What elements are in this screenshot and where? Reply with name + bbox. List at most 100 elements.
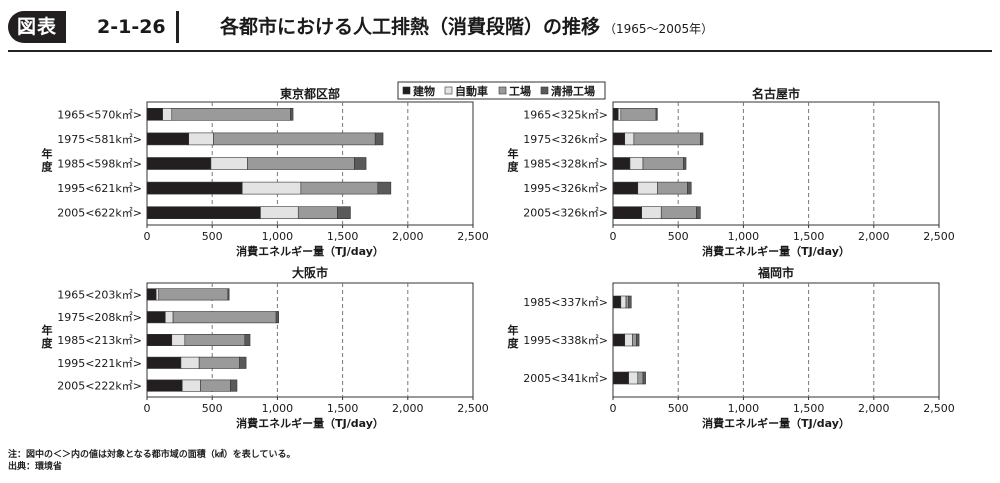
chart-1-bar-3-5 — [297, 206, 338, 219]
chart-3-x-tick-label: 2,500 — [457, 402, 489, 415]
chart-2-bar-3-4 — [657, 181, 688, 195]
legend-label-3: 工場 — [509, 84, 531, 98]
chart-1-bar-4-4 — [377, 181, 392, 195]
chart-2-bar-2-3 — [629, 157, 644, 170]
chart-4-bar-4-2 — [636, 333, 640, 347]
chart-1-category-label: 1995<621k㎡> — [57, 182, 142, 195]
chart-1-bar-2-4 — [241, 181, 302, 195]
chart-1-category-label: 2005<622k㎡> — [57, 207, 142, 220]
chart-2-bar-3-3 — [642, 157, 684, 170]
chart-2-bar-3-2 — [633, 132, 701, 146]
chart-3-bar-3-3 — [184, 333, 246, 346]
chart-3-bar-4-1 — [227, 288, 230, 301]
chart-4-category-label: 1995<338k㎡> — [523, 334, 608, 347]
chart-1-bar-2-3 — [210, 157, 248, 170]
chart-4-bar-2-1 — [620, 295, 627, 309]
chart-2-category-label: 1975<326k㎡> — [523, 133, 608, 146]
footer-note: 注：図中の＜＞内の値は対象となる都市域の面積（㎢）を表している。 — [8, 450, 296, 460]
chart-4-bar-4-1 — [628, 295, 632, 309]
chart-3-bar-1-5 — [146, 379, 183, 392]
chart-3-bar-3-2 — [172, 311, 277, 324]
chart-3-bar-4-5 — [230, 379, 238, 392]
chart-1-bar-1-5 — [146, 206, 261, 219]
footer-source: 出典：環境省 — [8, 462, 63, 472]
legend-label-4: 清掃工場 — [551, 84, 595, 98]
chart-2-bar-2-2 — [624, 132, 635, 146]
chart-2-bar-1-5 — [612, 206, 642, 219]
chart-1-x-tick-label: 1,000 — [262, 230, 294, 243]
chart-2-bar-2-5 — [641, 206, 662, 219]
chart-2-x-tick-label: 2,500 — [923, 230, 955, 243]
chart-4-category-label: 2005<341k㎡> — [523, 372, 608, 385]
chart-2-y-axis-label: 年度 — [508, 147, 520, 174]
chart-4-bar-3-2 — [632, 333, 637, 347]
chart-3-x-axis-label: 消費エネルギー量（TJ/day） — [236, 416, 384, 430]
chart-1-x-tick-label: 0 — [144, 230, 151, 243]
chart-2-title: 名古屋市 — [752, 86, 800, 101]
chart-4-x-tick-label: 2,000 — [858, 402, 890, 415]
chart-3-bar-2-4 — [180, 356, 200, 369]
chart-3-bar-2-5 — [181, 379, 201, 392]
figure-period: （1965～2005年） — [604, 22, 714, 36]
chart-3-bar-1-2 — [146, 311, 166, 324]
figure-label: 図表 — [8, 11, 67, 43]
chart-4-bar-2-2 — [624, 333, 633, 347]
chart-2-category-label: 2005<326k㎡> — [523, 207, 608, 220]
chart-3-bar-3-1 — [158, 288, 229, 301]
chart-1-bar-1-4 — [146, 181, 243, 195]
figure-number: 2-1-26 — [97, 11, 179, 43]
chart-4-x-tick-label: 500 — [668, 402, 689, 415]
chart-2-x-tick-label: 1,000 — [728, 230, 760, 243]
chart-3-y-axis-label: 年度 — [42, 323, 54, 350]
chart-3-bar-1-1 — [146, 288, 157, 301]
chart-2-bar-4-3 — [683, 157, 687, 170]
chart-1-x-tick-label: 1,500 — [327, 230, 359, 243]
chart-3-bar-4-2 — [275, 311, 280, 324]
chart-3-category-label: 1975<208k㎡> — [57, 311, 142, 324]
chart-2-bar-3-1 — [620, 108, 657, 121]
chart-1-bar-3-2 — [213, 132, 376, 146]
chart-3-bar-4-3 — [244, 333, 251, 346]
legend-swatch-4 — [540, 86, 549, 95]
chart-2-bar-2-1 — [617, 108, 622, 121]
legend-swatch-2 — [444, 86, 453, 95]
chart-4-x-tick-label: 2,500 — [923, 402, 955, 415]
chart-3-bar-2-3 — [171, 333, 186, 346]
chart-1-x-tick-label: 500 — [202, 230, 223, 243]
chart-4-bar-2-3 — [628, 371, 639, 385]
chart-2-bar-3-5 — [660, 206, 697, 219]
chart-2-bar-1-3 — [612, 157, 631, 170]
chart-3-x-tick-label: 1,000 — [262, 402, 294, 415]
chart-3-title: 大阪市 — [292, 265, 328, 280]
chart-3-category-label: 1965<203k㎡> — [57, 288, 142, 301]
chart-2-x-axis-label: 消費エネルギー量（TJ/day） — [702, 244, 850, 258]
figure-footer: 注：図中の＜＞内の値は対象となる都市域の面積（㎢）を表している。 出典：環境省 — [8, 449, 295, 473]
legend-label-1: 建物 — [413, 84, 435, 98]
chart-3-category-label: 2005<222k㎡> — [57, 380, 142, 393]
figure-title: 各都市における人工排熱（消費段階）の推移 （1965～2005年） — [220, 11, 713, 43]
chart-4-x-axis-label: 消費エネルギー量（TJ/day） — [702, 416, 850, 430]
chart-1-category-label: 1975<581k㎡> — [57, 133, 142, 146]
chart-3-category-label: 1995<221k㎡> — [57, 357, 142, 370]
chart-1-y-axis-label: 年度 — [42, 147, 54, 174]
chart-1-bar-2-5 — [260, 206, 299, 219]
chart-1-bar-4-1 — [290, 108, 294, 121]
chart-2-bar-4-4 — [687, 181, 692, 195]
chart-4-plot-frame — [612, 282, 940, 398]
chart-3-bar-1-3 — [146, 333, 173, 346]
chart-2-category-label: 1985<328k㎡> — [523, 158, 608, 171]
chart-2-bar-4-5 — [696, 206, 701, 219]
figure-title-text: 各都市における人工排熱（消費段階）の推移 — [220, 16, 601, 38]
chart-3-bar-3-4 — [198, 356, 240, 369]
header-rule — [8, 50, 992, 52]
chart-1-bar-2-1 — [162, 108, 173, 121]
chart-1-bar-3-3 — [247, 157, 355, 170]
chart-3-x-tick-label: 500 — [202, 402, 223, 415]
chart-4-bar-4-3 — [642, 371, 646, 385]
chart-4-category-label: 1985<337k㎡> — [523, 296, 608, 309]
chart-4-bar-3-1 — [625, 295, 629, 309]
chart-1-title: 東京都区部 — [280, 86, 340, 101]
chart-2-bar-1-2 — [612, 132, 626, 146]
chart-3-bar-1-4 — [146, 356, 182, 369]
